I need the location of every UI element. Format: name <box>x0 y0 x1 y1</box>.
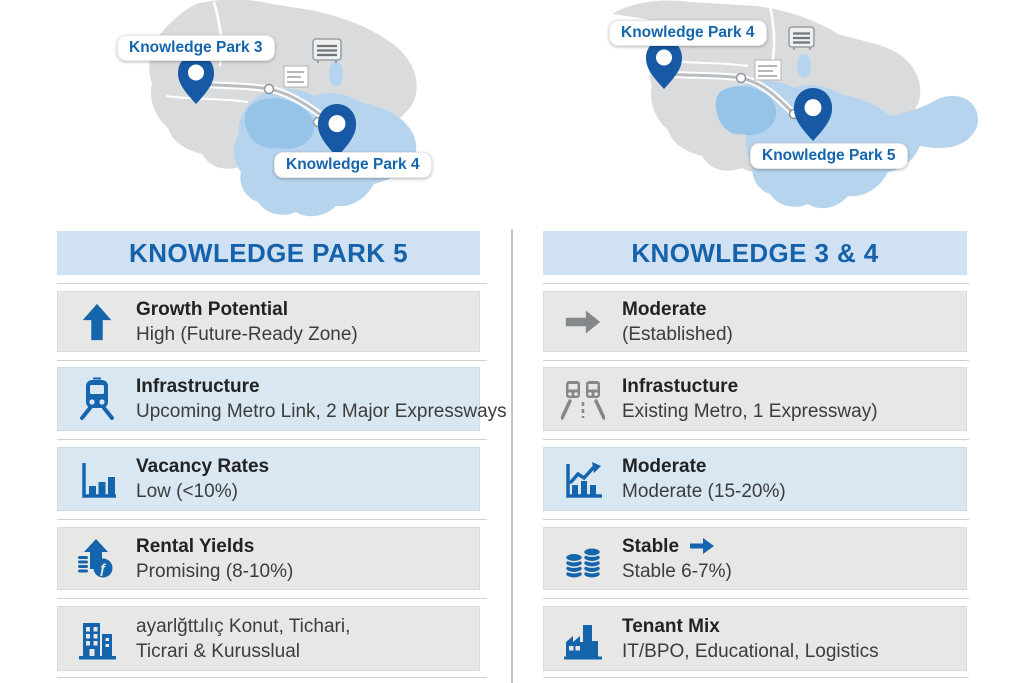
row-property-types: ayarlğttɹlıç Konut, Tichari, Ticrari & K… <box>57 606 480 671</box>
up-arrow-icon <box>58 301 136 343</box>
coins-icon <box>544 537 622 581</box>
separator <box>543 677 969 678</box>
station-icon <box>788 26 815 50</box>
row-value: IT/BPO, Educational, Logistics <box>622 640 879 662</box>
bar-chart-icon <box>58 457 136 501</box>
separator <box>543 519 969 520</box>
row-title: Tenant Mix <box>622 615 720 637</box>
row-tenant-mix: Tenant Mix IT/BPO, Educational, Logistic… <box>543 606 967 671</box>
map-islet <box>167 112 195 130</box>
row-rental-yields: ƒ Rental Yields Promising (8-10%) <box>57 527 480 590</box>
row-value: High (Future-Ready Zone) <box>136 323 358 345</box>
map-zone-blue-patch <box>797 54 811 78</box>
row-value: Moderate (15-20%) <box>622 481 786 502</box>
row-vacancy-rates: Vacancy Rates Low (<10%) <box>57 447 480 511</box>
map-pin-label: Knowledge Park 5 <box>750 143 908 169</box>
row-title: Stable <box>622 535 680 557</box>
row-line1: ayarlğttɹlıç Konut, Tichari, <box>136 615 351 637</box>
row-value: Low (<10%) <box>136 481 238 502</box>
separator <box>57 598 487 599</box>
map-zone-blue-patch <box>329 61 343 87</box>
svg-text:ƒ: ƒ <box>99 560 107 576</box>
map-label-box <box>754 59 782 81</box>
row-title: Vacancy Rates <box>136 456 270 477</box>
row-title: Rental Yields <box>136 535 255 557</box>
map-inner-road <box>165 95 249 103</box>
right-arrow-icon <box>690 538 715 554</box>
map-zone-blue-mid <box>244 98 315 149</box>
map-pin-label: Knowledge Park 4 <box>274 152 432 178</box>
map-pin-label: Knowledge Park 3 <box>117 35 275 61</box>
column-header-left: KNOWLEDGE PARK 5 <box>57 231 480 275</box>
row-rental-stable: Stable Stable 6-7%) <box>543 527 967 590</box>
map-inner-road <box>768 5 776 65</box>
separator <box>57 360 487 361</box>
factory-icon <box>544 617 622 661</box>
separator <box>543 598 969 599</box>
twin-trains-icon <box>544 377 622 421</box>
map-route-node <box>735 72 747 84</box>
separator <box>57 439 487 440</box>
map-zone-blue-mid <box>715 86 777 136</box>
row-line2: Ticrari & Kurusslual <box>136 640 301 662</box>
row-value: Existing Metro, 1 Expressway) <box>622 401 878 422</box>
map-pin-icon <box>646 39 682 89</box>
row-value: Promising (8-10%) <box>136 560 294 582</box>
buildings-icon <box>58 617 136 661</box>
row-title: Growth Potential <box>136 298 288 320</box>
growth-chart-icon <box>544 457 622 501</box>
map-pin-icon <box>317 104 357 157</box>
row-growth-potential: Growth Potential High (Future-Ready Zone… <box>57 291 480 352</box>
metro-train-icon <box>58 377 136 421</box>
separator <box>57 677 487 678</box>
row-title: Infrastucture <box>622 376 739 397</box>
map-pin-icon <box>178 54 214 104</box>
row-title: Infrastructure <box>136 376 260 397</box>
row-title: Moderate <box>622 456 707 477</box>
row-growth-moderate: Moderate (Established) <box>543 291 967 352</box>
right-arrow-icon <box>544 301 622 343</box>
map-pin-label: Knowledge Park 4 <box>609 20 767 46</box>
row-infrastructure: Infrastructure Upcoming Metro Link, 2 Ma… <box>57 367 507 431</box>
row-value: Stable 6-7%) <box>622 560 732 582</box>
row-title: Moderate <box>622 298 707 320</box>
map-route-node <box>263 83 275 95</box>
row-vacancy-moderate: Moderate Moderate (15-20%) <box>543 447 967 511</box>
separator <box>57 519 487 520</box>
map-right <box>612 0 979 209</box>
map-pin-icon <box>793 88 833 141</box>
separator <box>543 360 969 361</box>
column-header-right: KNOWLEDGE 3 & 4 <box>543 231 967 275</box>
separator <box>57 283 487 284</box>
row-infrastructure: Infrastucture Existing Metro, 1 Expressw… <box>543 367 967 431</box>
map-label-box <box>283 65 309 88</box>
column-divider <box>511 229 513 683</box>
row-value: Upcoming Metro Link, 2 Major Expressways <box>136 401 507 422</box>
separator <box>543 283 969 284</box>
station-icon <box>312 38 342 63</box>
row-value: (Established) <box>622 323 733 345</box>
separator <box>543 439 969 440</box>
rental-yields-icon: ƒ <box>58 537 136 581</box>
